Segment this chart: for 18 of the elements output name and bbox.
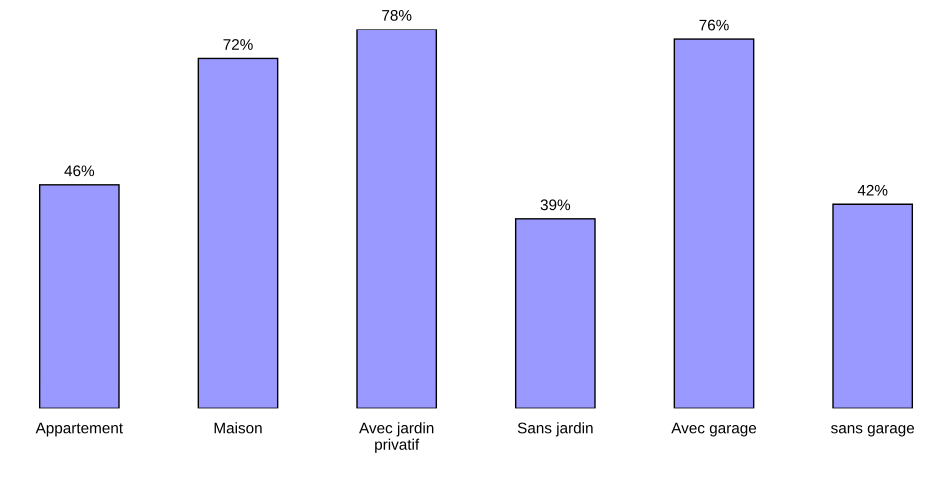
x-tick-label: Sans jardin (518, 422, 593, 436)
bar (674, 38, 754, 408)
data-label: 78% (382, 10, 412, 21)
data-label: 42% (858, 184, 888, 196)
x-tick-label: Avec garage (671, 422, 756, 436)
x-tick-label: Maison (214, 422, 262, 434)
data-label: 72% (223, 39, 253, 50)
data-label: 39% (540, 199, 570, 210)
data-label: 46% (64, 165, 94, 176)
bar (514, 218, 596, 408)
x-tick-label: Avec jardin privatif (359, 422, 434, 453)
bar (38, 184, 120, 408)
bar (198, 58, 278, 408)
x-tick-label: sans garage (831, 425, 914, 436)
bar (356, 29, 438, 408)
data-label: 76% (699, 20, 729, 30)
bar (832, 204, 914, 408)
x-tick-label: Appartement (36, 422, 123, 436)
